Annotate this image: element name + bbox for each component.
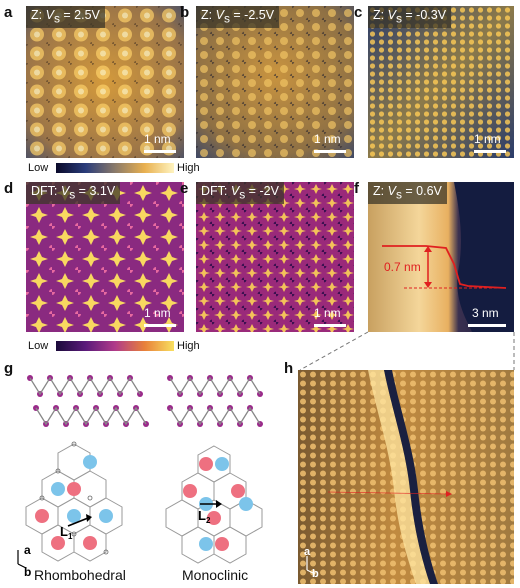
panel-label-c: c: [354, 4, 363, 21]
panel-label-g: g: [4, 360, 14, 377]
scale-label-b: 1 nm: [314, 132, 341, 146]
hidden-red-line: [327, 491, 449, 495]
stm-colorbar-high: High: [177, 162, 200, 174]
step-height-label: 0.7 nm: [384, 260, 421, 274]
scale-label-d: 1 nm: [144, 306, 171, 320]
dft-colorbar-low: Low: [28, 340, 49, 352]
scale-bar-f: [468, 324, 506, 327]
axis-b-label-g: b: [24, 565, 31, 579]
stm-image-h-graphic: [298, 370, 514, 584]
stm-image-a-graphic: [26, 6, 184, 158]
stm-image-a: Z: Vs = 2.5V 1 nm: [26, 6, 184, 158]
caption-monoclinic: Monoclinic: [182, 567, 249, 583]
caption-rhombohedral: Rhombohedral: [34, 567, 126, 583]
rhombohedral-top-view: [25, 441, 123, 562]
axis-indicator-g: [17, 550, 27, 569]
rhombohedral-side-view: [27, 375, 149, 427]
panel-label-d: d: [4, 180, 14, 197]
height-profile-line: [382, 245, 507, 289]
stm-image-c-graphic: [368, 6, 514, 158]
panel-label-e: e: [180, 180, 189, 197]
crystal-structure-diagram: L1 L2 a b: [17, 375, 263, 579]
dft-image-d-graphic: [26, 182, 184, 332]
bias-tag-b: Z: Vs = -2.5V: [196, 6, 280, 28]
scale-bar-e: [314, 324, 346, 327]
panel-label-h: h: [284, 360, 294, 377]
dft-image-e: DFT: Vs = -2V 1 nm: [196, 182, 354, 332]
dft-colorbar: [56, 341, 174, 351]
bias-tag-e: DFT: Vs = -2V: [196, 182, 284, 204]
dft-image-d: DFT: Vs = 3.1V 1 nm: [26, 182, 184, 332]
panel-label-b: b: [180, 4, 190, 21]
scale-bar-a: [144, 150, 176, 153]
axis-indicator-h: [304, 554, 316, 576]
scale-bar-c: [474, 150, 506, 153]
axis-b-label-h: b: [312, 568, 319, 580]
scale-label-f: 3 nm: [472, 306, 499, 320]
stm-image-h: a b: [298, 370, 514, 584]
dft-image-e-graphic: [196, 182, 354, 332]
axis-a-label-g: a: [24, 543, 31, 557]
stm-image-f-graphic: [368, 182, 514, 332]
stm-colorbar: [56, 163, 174, 173]
monoclinic-side-view: [167, 375, 263, 427]
scale-label-a: 1 nm: [144, 132, 171, 146]
scale-bar-d: [144, 324, 176, 327]
vector-L2: L2: [198, 508, 211, 525]
stm-colorbar-low: Low: [28, 162, 49, 174]
panel-label-a: a: [4, 4, 13, 21]
stm-image-b: Z: Vs = -2.5V 1 nm: [196, 6, 354, 158]
monoclinic-top-view: [165, 445, 263, 564]
scale-label-c: 1 nm: [474, 132, 501, 146]
axis-a-label-h: a: [304, 546, 311, 558]
panel-label-f: f: [354, 180, 359, 197]
bias-tag-f: Z: Vs = 0.6V: [368, 182, 447, 204]
scale-bar-b: [314, 150, 346, 153]
stm-image-b-graphic: [196, 6, 354, 158]
bias-tag-d: DFT: Vs = 3.1V: [26, 182, 121, 204]
bias-tag-c: Z: Vs = -0.3V: [368, 6, 452, 28]
bias-tag-a: Z: Vs = 2.5V: [26, 6, 105, 28]
dft-colorbar-high: High: [177, 340, 200, 352]
vector-L1: L1: [60, 524, 73, 541]
stm-image-c: Z: Vs = -0.3V 1 nm: [368, 6, 514, 158]
stm-image-f: Z: Vs = 0.6V 0.7 nm 3 nm: [368, 182, 514, 332]
scale-label-e: 1 nm: [314, 306, 341, 320]
zoom-guide-lines: [299, 331, 515, 371]
